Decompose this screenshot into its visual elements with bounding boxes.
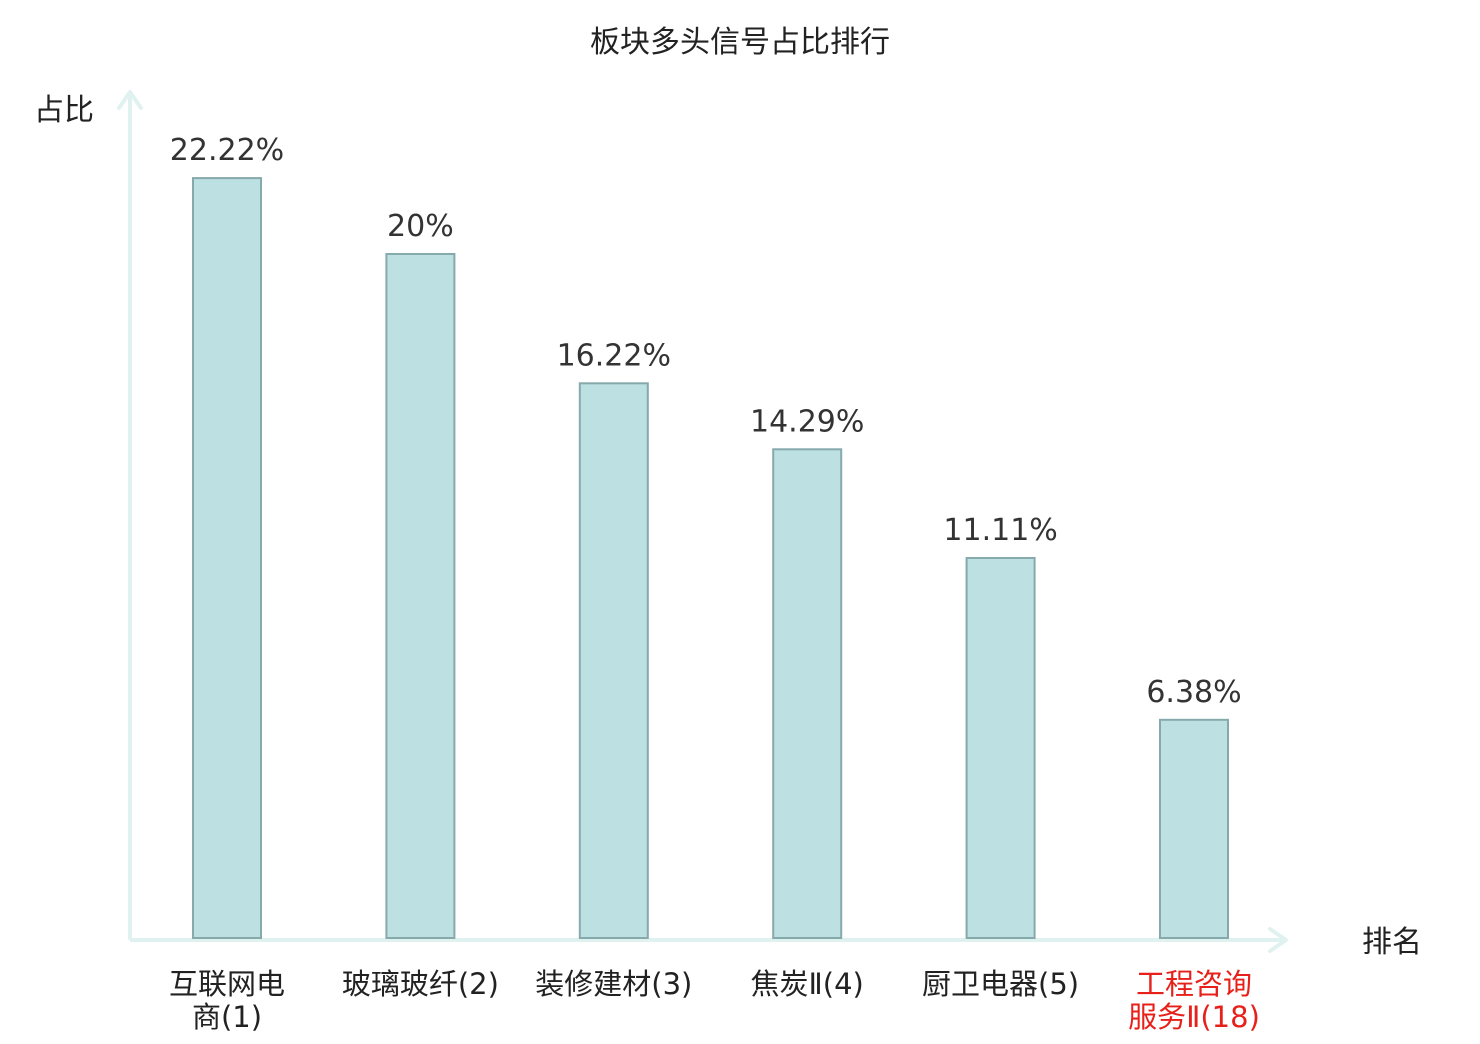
bar	[772, 448, 843, 939]
bar	[385, 253, 456, 939]
bar-value-label: 14.29%	[750, 404, 864, 439]
y-axis-arrow	[117, 90, 143, 110]
bar-value-label: 22.22%	[170, 133, 284, 168]
bar-value-label: 20%	[387, 209, 454, 244]
bar-value-label: 6.38%	[1146, 675, 1241, 710]
value-labels: 22.22% 20% 16.22% 14.29% 11.11% 6.38%	[170, 133, 1242, 710]
bar	[192, 177, 262, 940]
category-label: 厨卫电器(5)	[922, 967, 1079, 1001]
category-label: 互联网电	[169, 967, 285, 1001]
bar	[578, 382, 649, 939]
category-label: 焦炭Ⅱ(4)	[751, 967, 864, 1001]
y-axis-label: 占比	[34, 93, 94, 128]
category-label: 工程咨询	[1136, 967, 1252, 1001]
bars	[192, 177, 1229, 940]
x-axis-label: 排名	[1362, 925, 1422, 960]
x-axis-arrow	[1268, 927, 1288, 953]
category-label: 商(1)	[192, 1000, 262, 1034]
category-label: 装修建材(3)	[535, 967, 692, 1001]
bar	[965, 557, 1036, 939]
bar	[1159, 718, 1229, 939]
bar-value-label: 16.22%	[557, 338, 671, 373]
category-label: 玻璃玻纤(2)	[342, 967, 499, 1001]
category-label: 服务Ⅱ(18)	[1128, 1000, 1260, 1034]
chart-title: 板块多头信号占比排行	[590, 25, 890, 60]
axes	[117, 90, 1288, 953]
bar-value-label: 11.11%	[943, 513, 1057, 548]
